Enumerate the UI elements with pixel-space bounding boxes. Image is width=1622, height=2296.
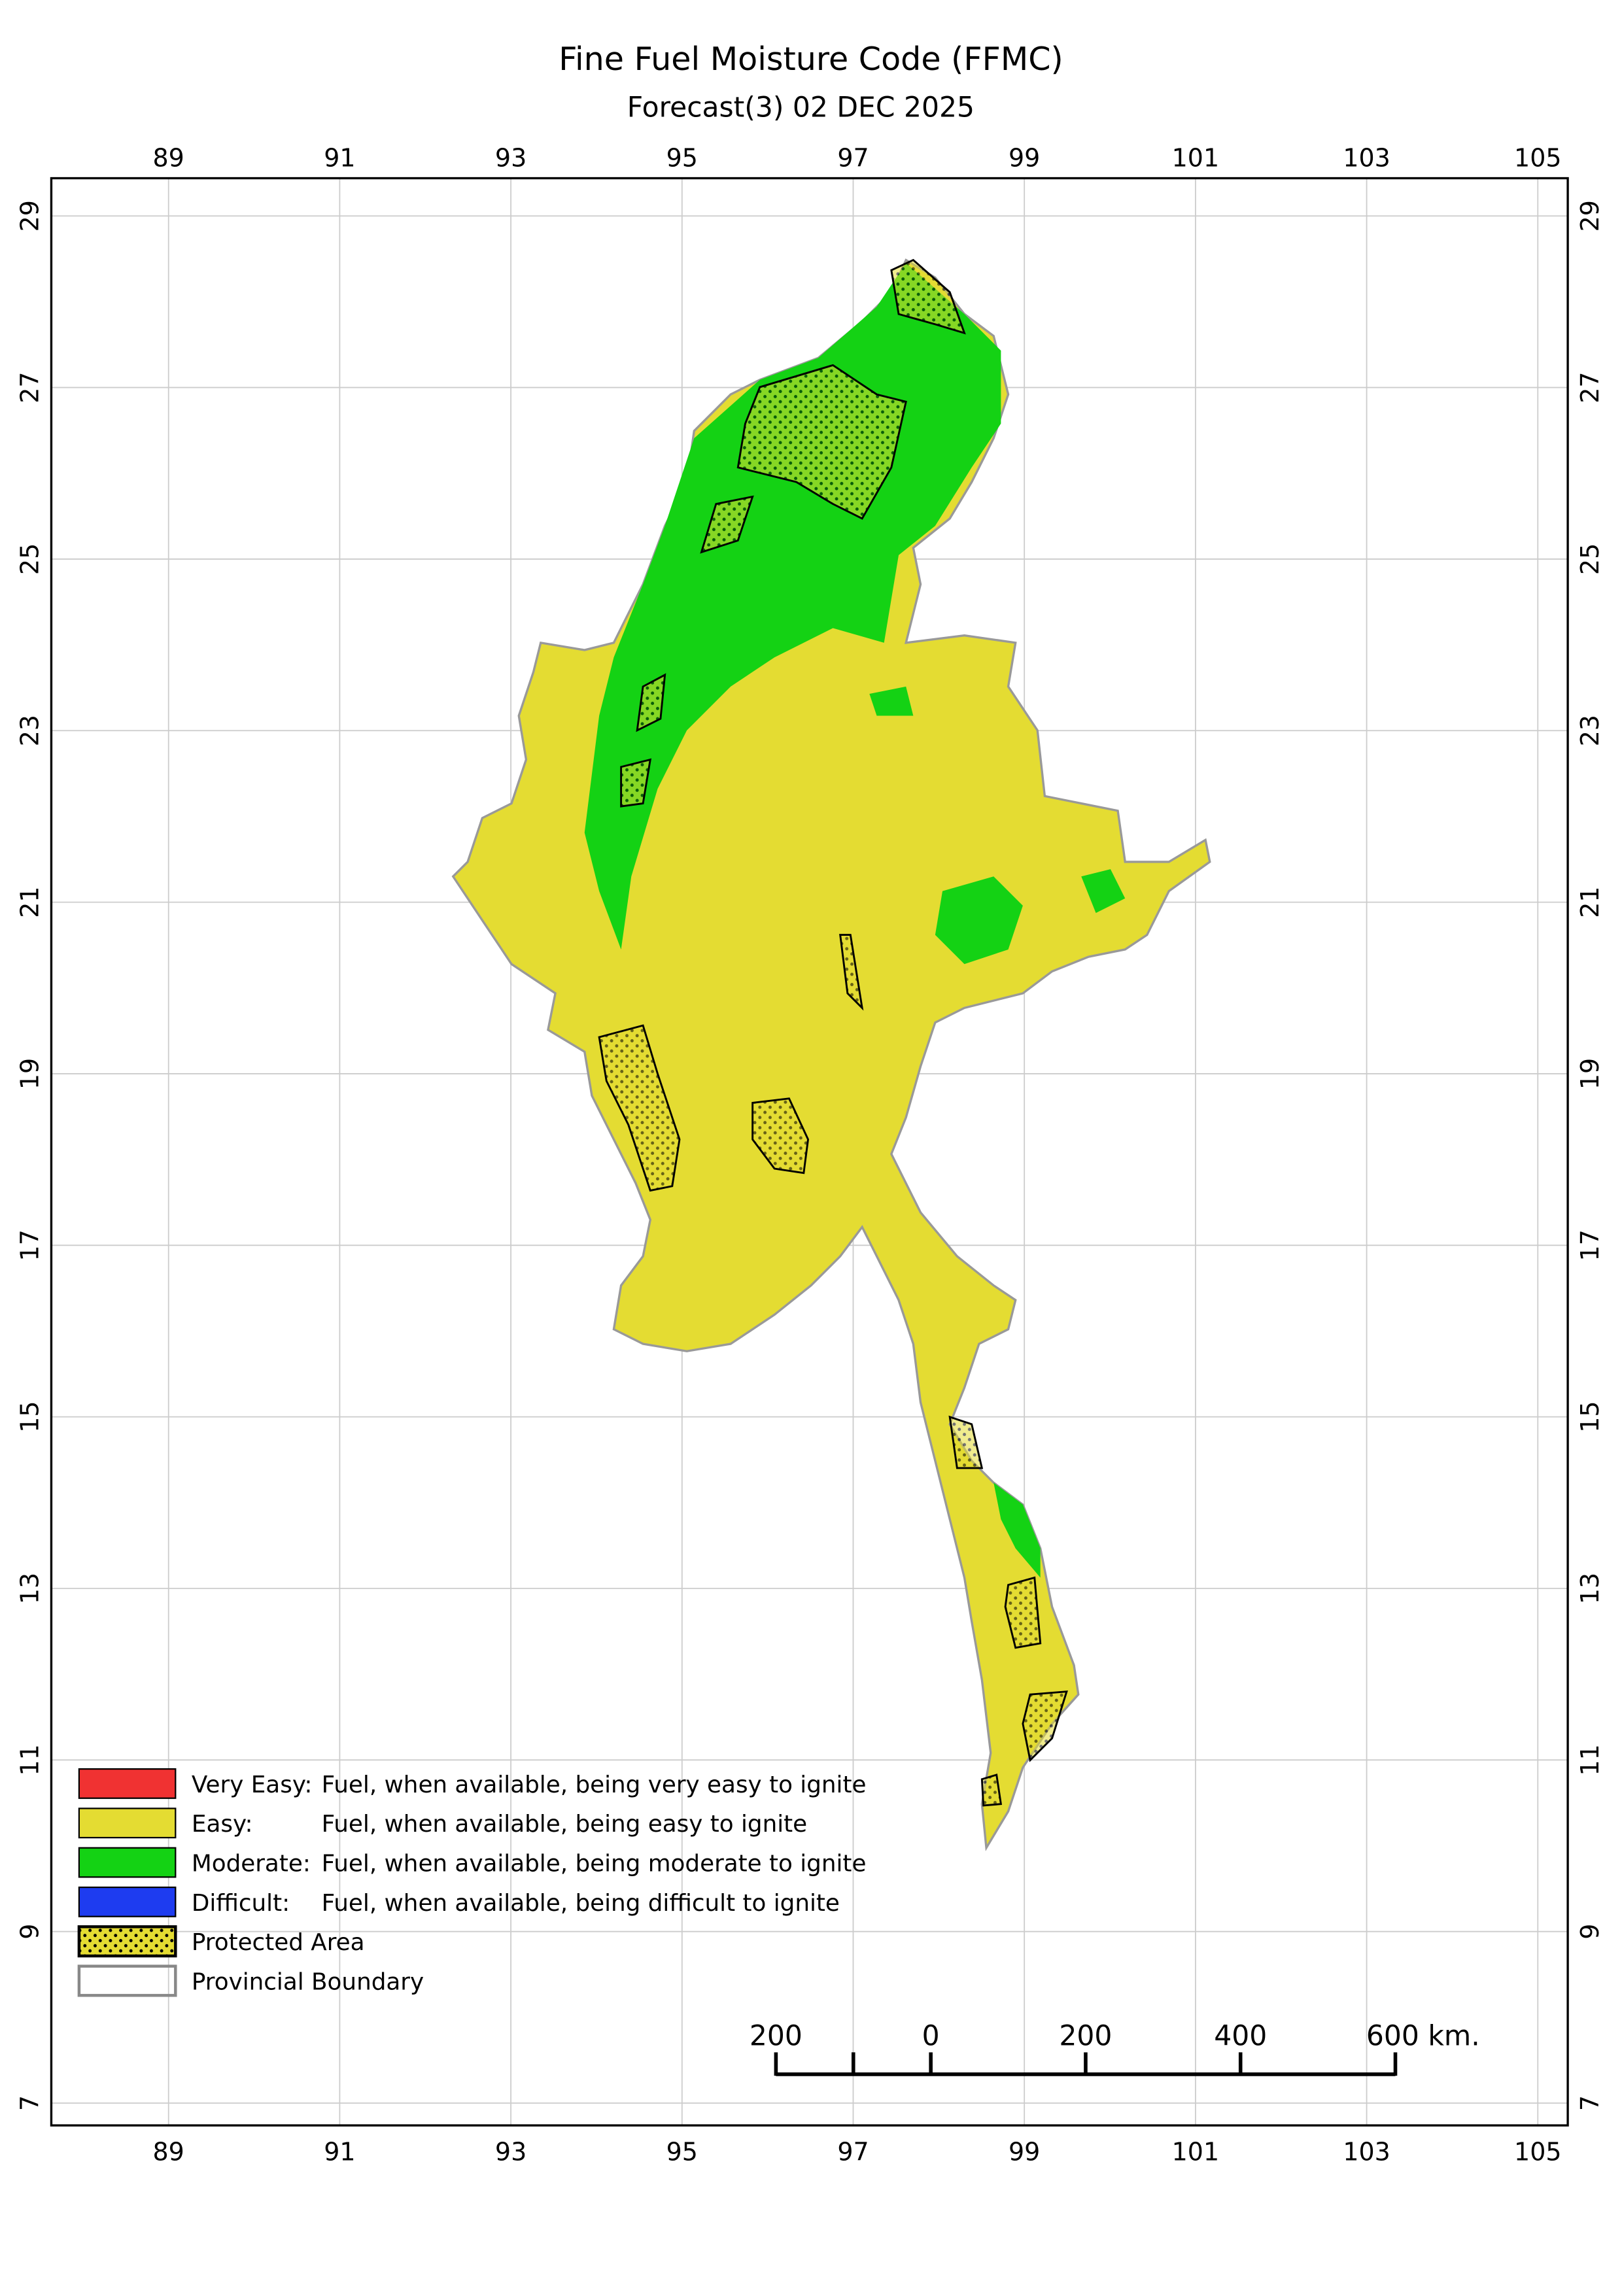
moderate-zone [993,1482,1041,1578]
legend-label: Easy: [192,1811,253,1838]
map-frame [50,177,1569,2127]
subtitle: Forecast(3) 02 DEC 2025 [627,92,975,124]
protected-area [598,1024,681,1192]
legend-swatch [77,1925,177,1958]
legend-label: Provincial Boundary [192,1968,424,1995]
legend-description: Fuel, when available, being easy to igni… [322,1811,807,1838]
lon-tick-label: 91 [324,2138,355,2167]
lat-tick-label: 11 [1576,1744,1604,1775]
lat-tick-label: 29 [1576,200,1604,231]
lat-tick-label: 27 [15,371,44,403]
lon-tick-label: 105 [1514,2138,1561,2167]
lon-tick-label: 93 [495,2138,526,2167]
legend-label: Difficult: [192,1890,290,1917]
scale-label: 0 [922,2020,940,2052]
protected-area [1004,1576,1042,1649]
legend-label: Very Easy: [192,1772,313,1798]
legend-swatch [78,1886,177,1917]
legend-description: Fuel, when available, being very easy to… [322,1772,867,1798]
lat-tick-label: 17 [1576,1229,1604,1261]
moderate-zone [1081,869,1126,914]
protected-area [636,673,666,732]
legend-swatch [77,1964,177,1997]
lat-tick-label: 25 [15,543,44,575]
lat-tick-label: 29 [15,200,44,231]
lon-tick-label: 105 [1514,144,1561,173]
country [451,258,1211,1851]
legend-label: Protected Area [192,1929,365,1956]
protected-area [839,934,864,1011]
lat-tick-label: 7 [15,2095,44,2111]
lon-tick-label: 95 [666,144,698,173]
legend-swatch [78,1808,177,1839]
lat-tick-label: 11 [15,1744,44,1775]
lat-tick-label: 15 [1576,1401,1604,1432]
protected-area [980,1773,1003,1807]
lat-tick-label: 9 [1576,1924,1604,1940]
moderate-zone [935,876,1023,965]
lat-tick-label: 19 [15,1058,44,1089]
legend-label: Moderate: [192,1850,311,1877]
lat-tick-label: 7 [1576,2095,1604,2111]
protected-area [948,1415,984,1469]
lon-tick-label: 103 [1343,2138,1390,2167]
lon-tick-label: 101 [1172,144,1219,173]
lat-tick-label: 23 [15,715,44,746]
lat-tick-label: 23 [1576,715,1604,746]
scale-label: 200 [1059,2020,1112,2052]
legend-swatch [78,1768,177,1799]
lat-tick-label: 13 [1576,1573,1604,1604]
lat-tick-label: 9 [15,1924,44,1940]
lon-tick-label: 95 [666,2138,698,2167]
protected-area [751,1097,810,1174]
protected-area [1022,1690,1068,1762]
lat-tick-label: 17 [15,1229,44,1261]
lat-tick-label: 25 [1576,543,1604,575]
legend-description: Fuel, when available, being moderate to … [322,1850,867,1877]
lon-tick-label: 89 [153,2138,184,2167]
moderate-zone [869,686,914,716]
lat-tick-label: 21 [1576,886,1604,917]
lat-tick-label: 21 [15,886,44,917]
legend-description: Fuel, when available, being difficult to… [322,1890,840,1917]
lon-tick-label: 89 [153,144,184,173]
scale-label: 200 [750,2020,802,2052]
lon-tick-label: 97 [837,144,869,173]
protected-area [890,258,966,335]
protected-area [736,364,907,520]
lat-tick-label: 19 [1576,1058,1604,1089]
lon-tick-label: 93 [495,144,526,173]
scale-label: 600 km. [1366,2020,1480,2052]
lat-tick-label: 13 [15,1573,44,1604]
lon-tick-label: 103 [1343,144,1390,173]
lat-tick-label: 27 [1576,371,1604,403]
lat-tick-label: 15 [15,1401,44,1432]
protected-area [700,495,754,554]
lon-tick-label: 99 [1009,144,1040,173]
scale-label: 400 [1214,2020,1267,2052]
lon-tick-label: 97 [837,2138,869,2167]
title: Fine Fuel Moisture Code (FFMC) [559,40,1063,78]
legend-swatch [78,1847,177,1878]
lon-tick-label: 91 [324,144,355,173]
lon-tick-label: 99 [1009,2138,1040,2167]
protected-area [620,758,652,808]
lon-tick-label: 101 [1172,2138,1219,2167]
